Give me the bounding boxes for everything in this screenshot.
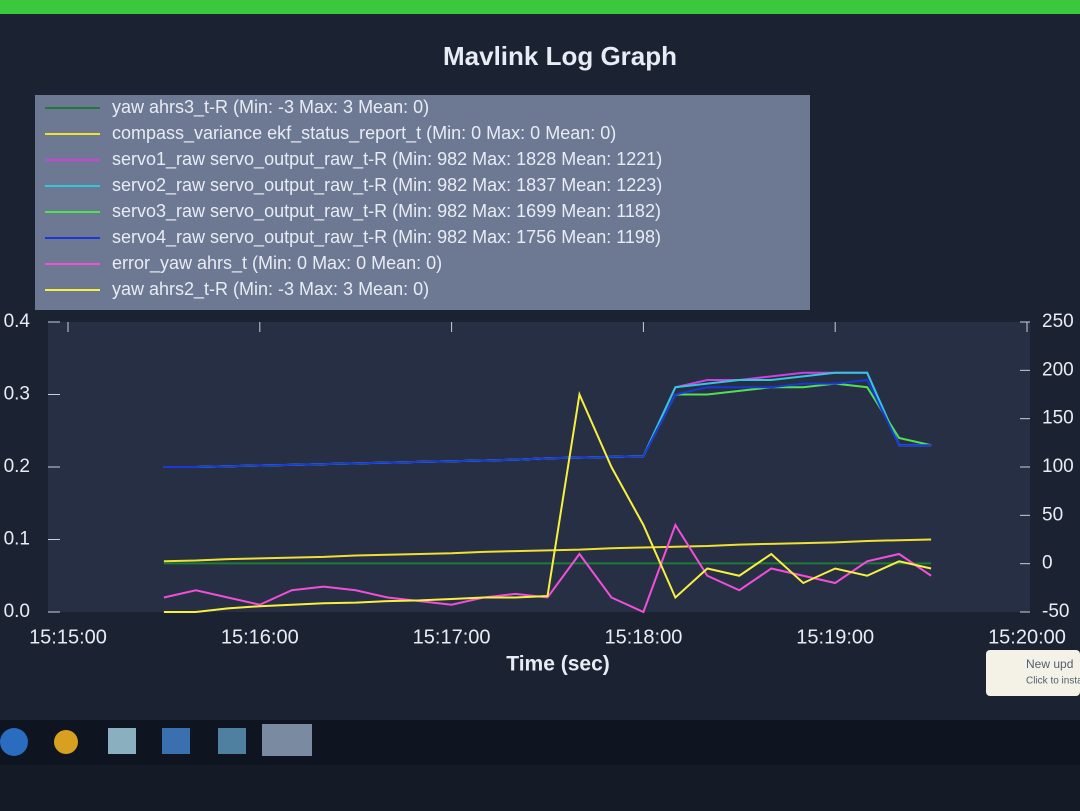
x-axis-label: Time (sec) [506,653,610,676]
app-icon[interactable] [218,728,246,754]
legend-label: yaw ahrs2_t-R (Min: -3 Max: 3 Mean: 0) [112,279,429,300]
x-tick-label: 15:16:00 [221,626,299,648]
y2-tick-label: 0 [1042,553,1053,574]
series-line [163,390,932,613]
top-strip [0,0,1080,14]
legend-label: compass_variance ekf_status_report_t (Mi… [112,123,616,144]
mission-planner-icon[interactable] [262,724,312,756]
chart-title: Mavlink Log Graph [443,41,677,71]
legend-label: servo2_raw servo_output_raw_t-R (Min: 98… [112,175,662,196]
y-tick-label: 0.2 [4,456,30,477]
y-tick-label: 0.1 [4,529,30,550]
x-tick-label: 15:20:00 [988,626,1066,648]
y2-tick-label: 150 [1042,408,1074,429]
legend-label: servo4_raw servo_output_raw_t-R (Min: 98… [112,227,661,248]
y2-tick-label: 50 [1042,504,1063,525]
start-button[interactable] [0,728,28,756]
y-tick-label: 0.0 [4,601,30,622]
series-line [163,378,932,468]
legend-label: error_yaw ahrs_t (Min: 0 Max: 0 Mean: 0) [112,253,442,274]
legend-box [35,95,810,310]
notification[interactable] [986,650,1080,696]
y-tick-label: 0.3 [4,384,30,405]
app-icon[interactable] [108,728,136,754]
x-tick-label: 15:19:00 [796,626,874,648]
series-line [163,538,932,563]
app-icon[interactable] [162,728,190,754]
x-tick-label: 15:15:00 [29,626,107,648]
y2-tick-label: 100 [1042,456,1074,477]
x-tick-label: 15:18:00 [604,626,682,648]
series-line [163,522,932,614]
legend-label: servo3_raw servo_output_raw_t-R (Min: 98… [112,201,661,222]
y2-tick-label: -50 [1042,601,1069,622]
y-tick-label: 0.4 [4,311,31,332]
legend-label: yaw ahrs3_t-R (Min: -3 Max: 3 Mean: 0) [112,97,429,118]
legend-label: servo1_raw servo_output_raw_t-R (Min: 98… [112,149,662,170]
y2-tick-label: 250 [1042,311,1074,332]
y2-tick-label: 200 [1042,359,1074,380]
notification-title: New upd [1026,657,1073,671]
chrome-icon[interactable] [54,730,78,754]
x-tick-label: 15:17:00 [413,626,491,648]
notification-body: Click to insta [1026,676,1080,687]
